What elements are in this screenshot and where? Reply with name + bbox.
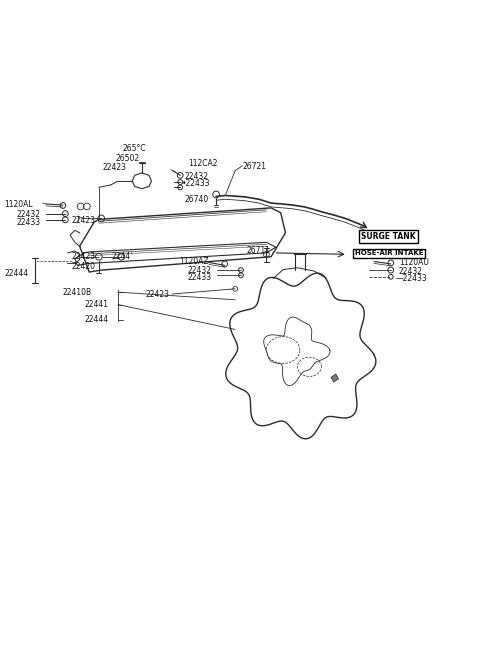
Text: 22444: 22444 [84, 315, 108, 325]
Polygon shape [331, 374, 338, 382]
Text: 22441: 22441 [84, 300, 108, 309]
Text: 2244': 2244' [112, 252, 133, 261]
Text: 265°C: 265°C [122, 144, 146, 152]
Text: 26502: 26502 [116, 154, 140, 163]
Text: 22433: 22433 [16, 217, 41, 227]
Text: 22423: 22423 [146, 290, 170, 298]
Text: HOSE-AIR INTAKE: HOSE-AIR INTAKE [355, 250, 423, 256]
Text: 22432: 22432 [184, 171, 208, 181]
Text: 22423: 22423 [72, 216, 96, 225]
Text: 22423: 22423 [72, 252, 96, 261]
Text: 22432: 22432 [187, 265, 211, 275]
Text: 22432: 22432 [399, 267, 423, 275]
Text: SURGE TANK: SURGE TANK [361, 232, 416, 241]
Text: 22444: 22444 [4, 269, 29, 278]
Text: 22410B: 22410B [63, 288, 92, 296]
Text: 22423: 22423 [102, 163, 126, 172]
Text: 22432: 22432 [16, 210, 40, 219]
Text: 1120AL: 1120AL [4, 200, 33, 208]
Text: 26721: 26721 [242, 162, 266, 171]
Text: •22433: •22433 [182, 179, 211, 187]
Text: —22433: —22433 [396, 274, 427, 283]
Text: 26711: 26711 [246, 246, 270, 256]
Text: 1120AZ: 1120AZ [180, 256, 209, 265]
Text: 1120AU: 1120AU [399, 258, 429, 267]
Text: 112CA2: 112CA2 [188, 159, 218, 168]
Text: 22433: 22433 [187, 273, 212, 282]
Text: 26740: 26740 [184, 194, 208, 204]
Text: 22420: 22420 [72, 261, 96, 271]
